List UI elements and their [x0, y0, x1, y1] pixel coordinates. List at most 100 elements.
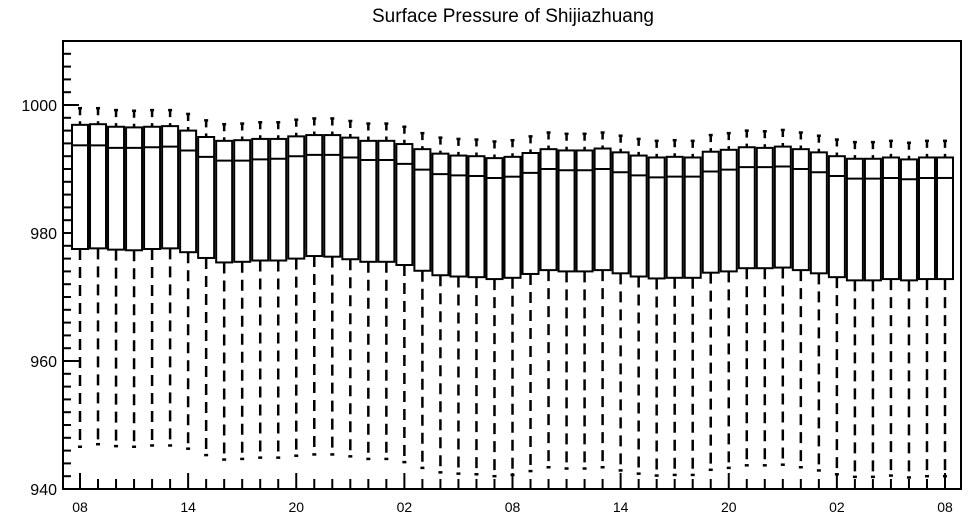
box-iqr	[557, 149, 576, 273]
box-iqr	[485, 157, 504, 281]
box-08	[936, 139, 954, 478]
y-tick-label: 980	[30, 226, 57, 243]
box-iqr	[143, 125, 162, 250]
box-iqr	[683, 156, 702, 279]
box-iqr	[251, 137, 270, 262]
box-04	[251, 121, 270, 459]
box-iqr	[377, 139, 396, 263]
box-iqr	[863, 157, 882, 282]
box-14	[557, 132, 576, 470]
box-iqr	[71, 123, 89, 250]
box-iqr	[287, 135, 306, 260]
box-16	[359, 122, 378, 461]
box-iqr	[899, 158, 918, 282]
box-08	[287, 118, 306, 457]
box-series	[71, 106, 954, 479]
box-20	[611, 134, 630, 472]
box-iqr	[161, 125, 180, 250]
box-iqr	[305, 134, 324, 258]
box-iqr	[827, 155, 846, 279]
box-18	[377, 122, 396, 461]
box-10	[521, 135, 540, 473]
box-06	[917, 139, 936, 478]
box-iqr	[575, 149, 594, 273]
box-iqr	[179, 129, 198, 254]
box-iqr	[215, 139, 234, 264]
box-10	[737, 129, 756, 467]
box-iqr	[809, 151, 828, 275]
box-08	[503, 138, 522, 477]
box-iqr	[701, 150, 720, 274]
box-iqr	[359, 139, 378, 263]
box-iqr	[341, 136, 360, 261]
box-00	[431, 136, 450, 474]
box-14	[125, 109, 144, 449]
box-iqr	[737, 146, 756, 270]
box-16	[143, 108, 162, 447]
x-tick-label: 02	[829, 499, 845, 515]
box-iqr	[521, 152, 540, 275]
box-iqr	[917, 156, 936, 281]
box-08	[71, 106, 89, 449]
box-22	[845, 140, 864, 479]
box-iqr	[395, 143, 414, 266]
box-iqr	[719, 148, 738, 273]
box-10	[305, 117, 324, 456]
x-tick-label: 02	[397, 499, 413, 515]
box-04	[899, 141, 918, 479]
box-04	[683, 139, 702, 477]
box-iqr	[431, 152, 450, 277]
box-iqr	[593, 147, 612, 272]
box-02	[665, 138, 684, 477]
box-12	[539, 131, 558, 469]
box-08	[719, 131, 738, 470]
box-00	[215, 122, 234, 461]
box-iqr	[449, 154, 468, 278]
box-iqr	[269, 137, 288, 262]
box-02	[449, 137, 468, 475]
y-tick-label: 1000	[21, 98, 57, 115]
box-16	[575, 132, 594, 470]
x-tick-label: 14	[180, 499, 196, 515]
x-tick-label: 20	[721, 499, 737, 515]
y-tick-label: 960	[30, 354, 57, 371]
box-10	[89, 106, 108, 446]
box-02	[233, 122, 252, 461]
x-tick-label: 14	[613, 499, 629, 515]
box-iqr	[413, 148, 432, 272]
box-iqr	[755, 146, 774, 270]
x-tick-label: 20	[288, 499, 304, 515]
x-tick-label: 08	[937, 499, 953, 515]
box-04	[467, 138, 486, 476]
box-iqr	[539, 148, 558, 272]
box-iqr	[773, 145, 792, 269]
box-02	[881, 139, 900, 477]
box-18	[161, 108, 180, 447]
box-12	[107, 108, 126, 448]
box-14	[773, 128, 792, 466]
box-14	[341, 119, 360, 458]
x-axis: 08 14 20 02 08 14 20 02 08	[72, 473, 953, 515]
box-20	[827, 138, 846, 476]
box-18	[809, 134, 828, 472]
box-iqr	[125, 126, 144, 252]
box-12	[323, 117, 342, 456]
box-iqr	[467, 155, 486, 279]
x-tick-label: 08	[72, 499, 88, 515]
box-iqr	[629, 154, 648, 278]
box-iqr	[233, 139, 252, 263]
box-iqr	[503, 155, 522, 279]
box-iqr	[323, 134, 342, 258]
box-22	[413, 131, 432, 470]
box-06	[485, 140, 504, 478]
chart-title: Surface Pressure of Shijiazhuang	[372, 6, 654, 27]
box-iqr	[845, 157, 864, 282]
box-20	[179, 112, 198, 450]
box-00	[863, 140, 882, 479]
box-iqr	[881, 156, 900, 281]
box-22	[197, 119, 216, 457]
box-20	[395, 125, 414, 464]
box-22	[629, 137, 648, 475]
y-axis: 940 960 980 1000	[21, 40, 79, 499]
